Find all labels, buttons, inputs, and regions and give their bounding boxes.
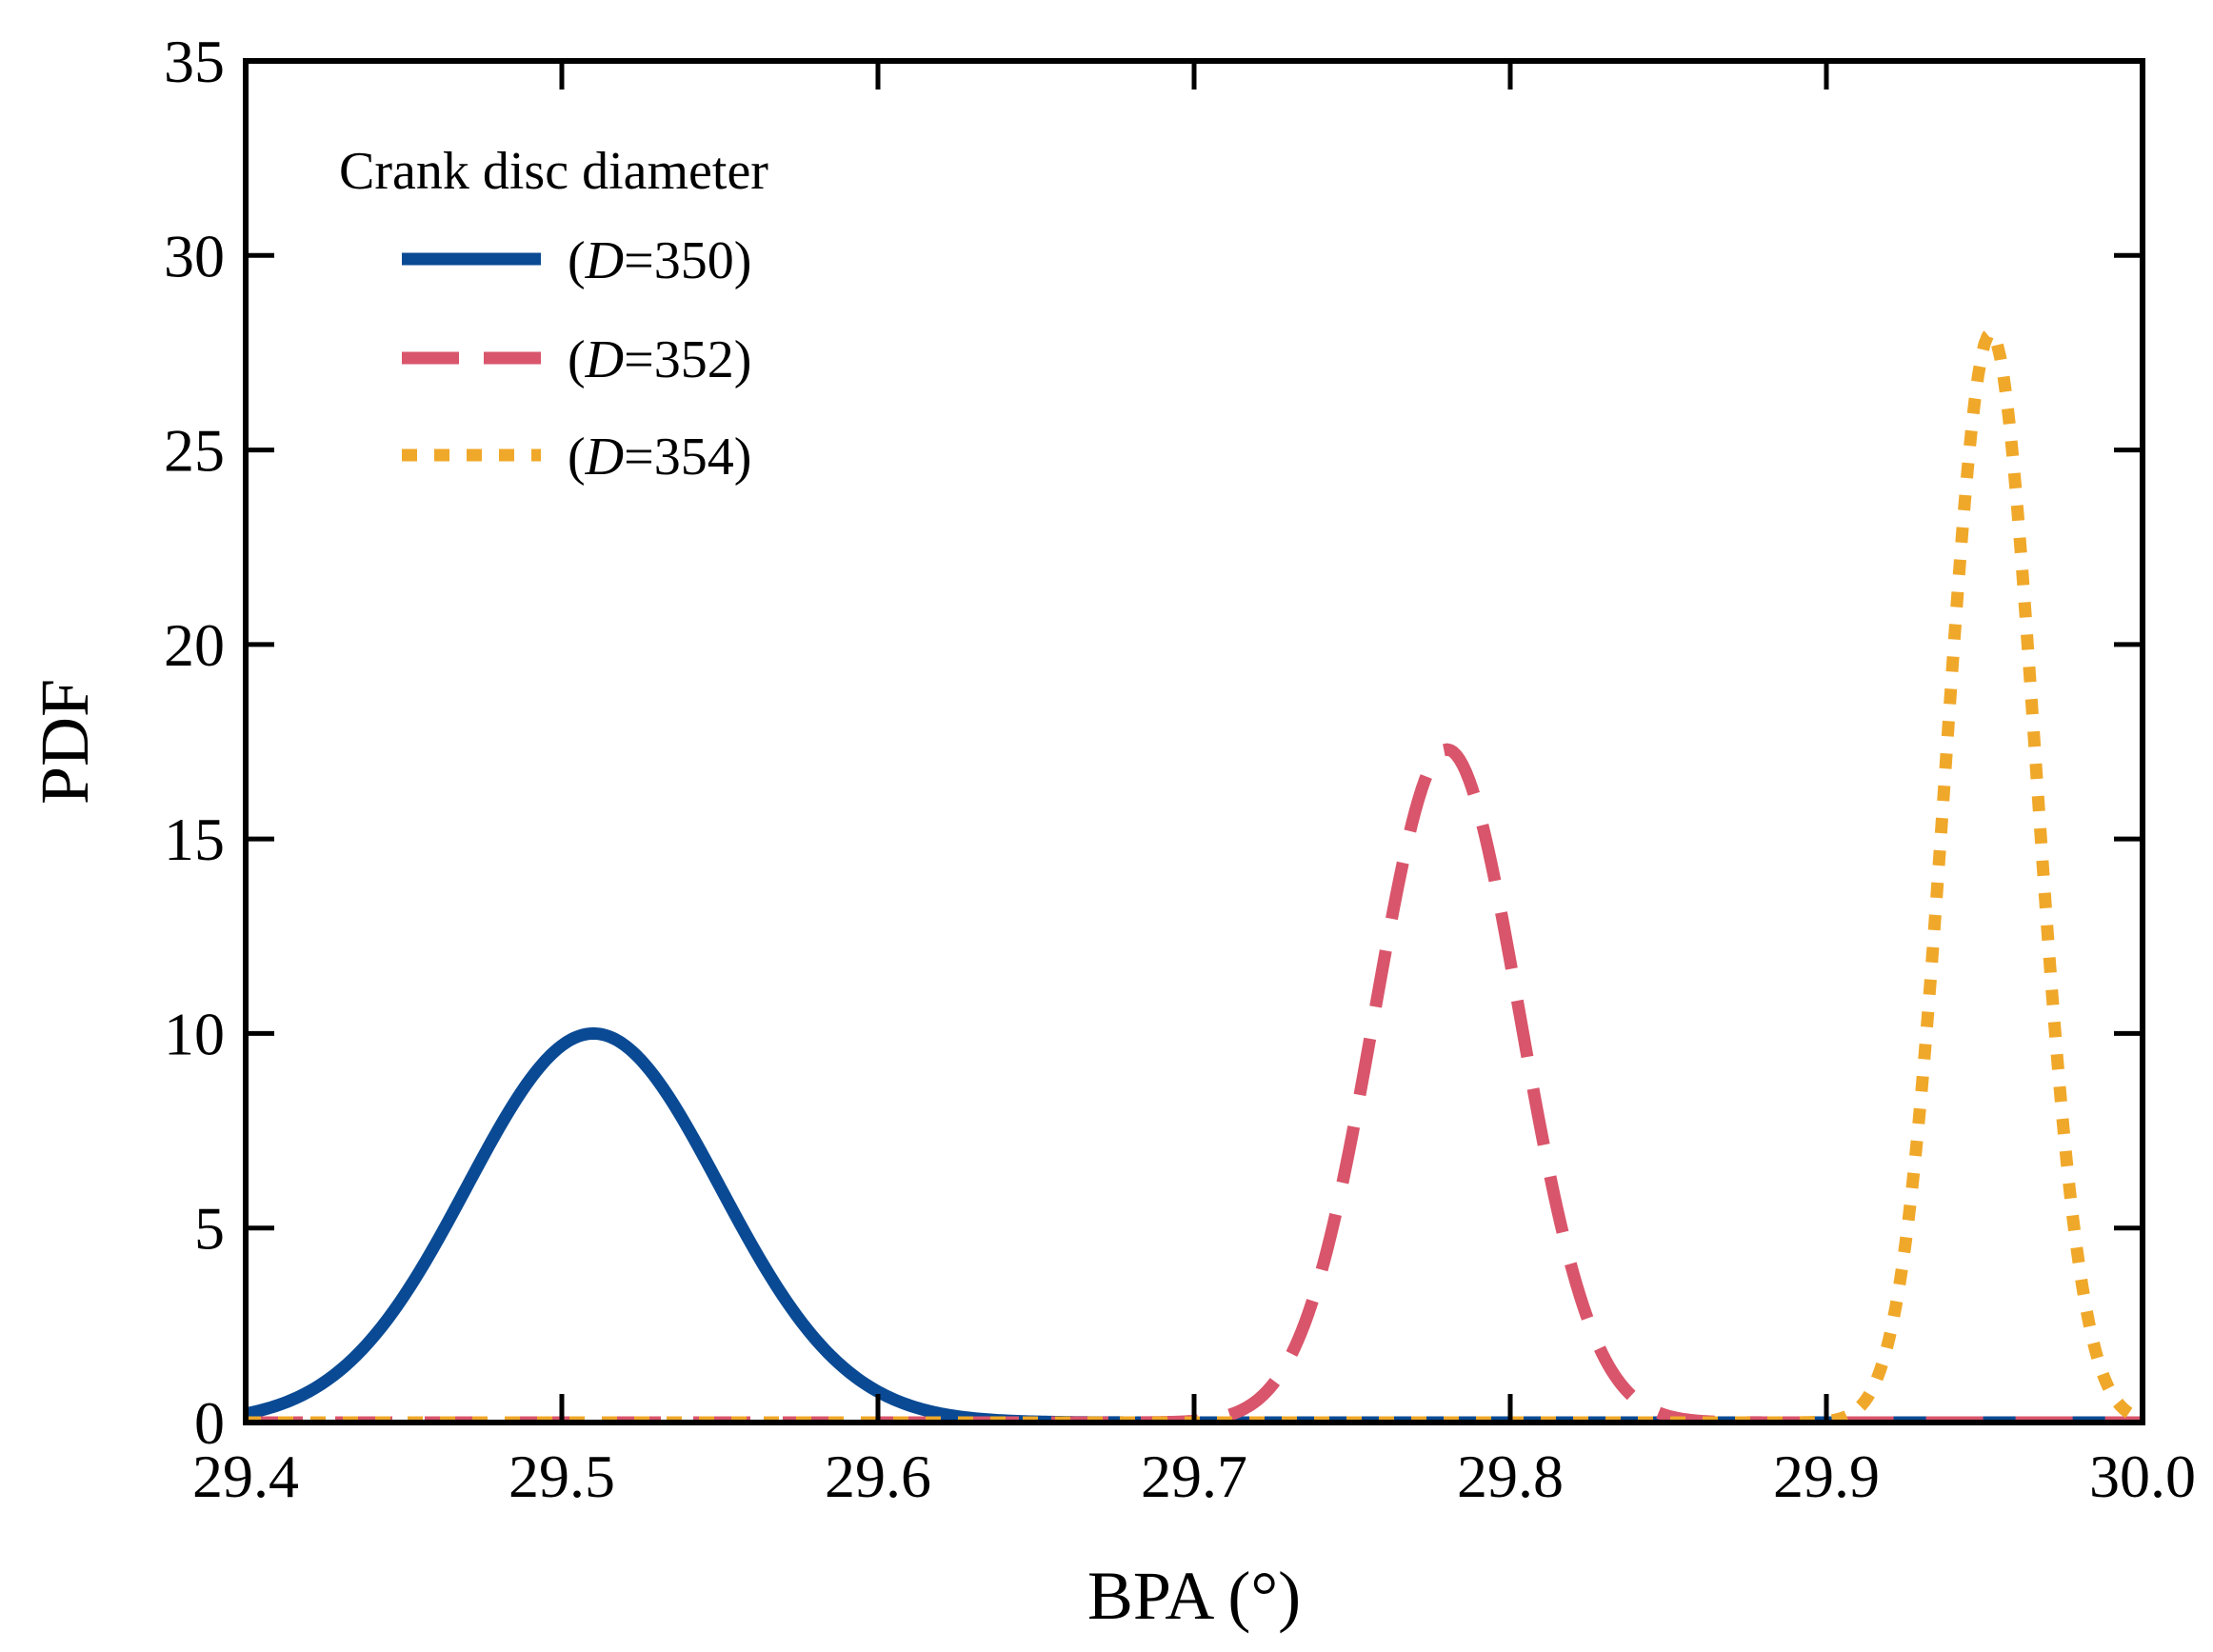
x-tick-label-2: 29.6: [825, 1443, 931, 1510]
y-tick-label-4: 20: [164, 611, 225, 679]
series-line-2: [246, 327, 2143, 1423]
x-tick-label-4: 29.8: [1457, 1443, 1564, 1510]
legend-entries: (D=350) (D=352) (D=354): [402, 231, 751, 487]
x-tick-label-1: 29.5: [508, 1443, 615, 1510]
series-group: [246, 327, 2143, 1423]
y-tick-label-3: 15: [164, 806, 225, 873]
x-tick-label-3: 29.7: [1141, 1443, 1247, 1510]
legend: Crank disc diameter (D=350) (D=352) (D=354…: [339, 142, 768, 487]
y-tick-labels: 0 5 10 15 20 25 30 35: [164, 28, 225, 1457]
x-tick-label-5: 29.9: [1773, 1443, 1880, 1510]
y-tick-label-0: 0: [194, 1389, 225, 1457]
y-axis-title: PDF: [27, 679, 103, 805]
legend-label-2: (D=354): [568, 428, 751, 487]
legend-title: Crank disc diameter: [339, 142, 768, 201]
series-layer: [246, 327, 2143, 1423]
y-tick-label-6: 30: [164, 222, 225, 289]
y-tick-label-7: 35: [164, 28, 225, 95]
y-tick-label-2: 10: [164, 1000, 225, 1067]
y-tick-label-1: 5: [194, 1195, 225, 1263]
x-tick-label-0: 29.4: [192, 1443, 299, 1510]
x-axis-title: BPA (°): [1087, 1558, 1301, 1634]
legend-label-1: (D=352): [568, 330, 751, 389]
x-tick-labels: 29.4 29.5 29.6 29.7 29.8 29.9 30.0: [192, 1443, 2196, 1510]
x-tick-label-6: 30.0: [2089, 1443, 2196, 1510]
plot-frame: [243, 58, 2145, 1425]
y-tick-label-5: 25: [164, 417, 225, 485]
series-line-0: [246, 1026, 2143, 1423]
legend-label-0: (D=350): [568, 231, 751, 290]
